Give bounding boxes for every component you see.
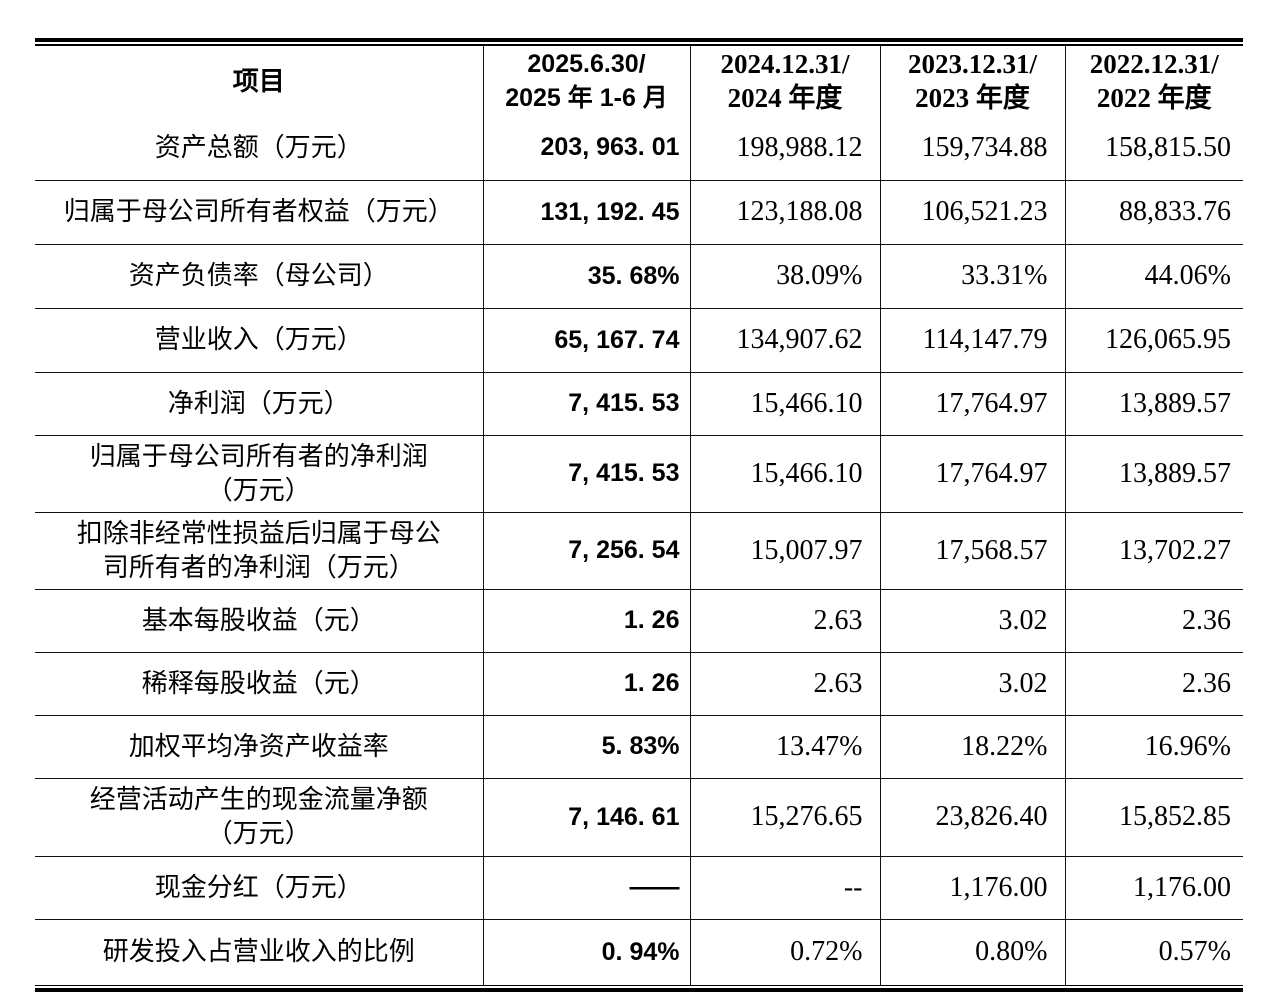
row-revenue: 营业收入（万元） 65, 167. 74 134,907.62 114,147.…	[35, 308, 1243, 372]
row-total-assets: 资产总额（万元） 203, 963. 01 198,988.12 159,734…	[35, 116, 1243, 180]
metric-label: 扣除非经常性损益后归属于母公 司所有者的净利润（万元）	[76, 518, 441, 582]
value-2025h1: 35. 68%	[482, 244, 690, 308]
value-2024: 15,466.10	[689, 372, 880, 435]
row-diluted-eps: 稀释每股收益（元） 1. 26 2.63 3.02 2.36	[35, 652, 1243, 715]
value-2025h1: 7, 415. 53	[482, 372, 690, 435]
value-2024: 15,276.65	[689, 778, 880, 856]
col-header-period-2024: 2024.12.31/ 2024 年度	[689, 45, 880, 116]
row-parent-net-profit: 归属于母公司所有者的净利润 （万元） 7, 415. 53 15,466.10 …	[35, 435, 1243, 512]
financial-summary-table-wrap: 项目 2025.6.30/ 2025 年 1-6 月 2024.12.31/ 2…	[35, 38, 1243, 992]
value-2022: 13,889.57	[1064, 372, 1243, 435]
metric-label: 基本每股收益（元）	[141, 605, 376, 635]
row-weighted-roe: 加权平均净资产收益率 5. 83% 13.47% 18.22% 16.96%	[35, 715, 1243, 778]
value-2024: 15,466.10	[689, 435, 880, 512]
value-2025h1: 0. 94%	[482, 919, 690, 985]
value-2024: --	[689, 856, 880, 919]
value-2024: 38.09%	[689, 244, 880, 308]
row-cash-dividend: 现金分红（万元） —— -- 1,176.00 1,176.00	[35, 856, 1243, 919]
value-2025h1: ——	[482, 856, 690, 919]
value-2023: 114,147.79	[879, 308, 1065, 372]
col-header-period-2023: 2023.12.31/ 2023 年度	[879, 45, 1065, 116]
value-2023: 17,764.97	[879, 435, 1065, 512]
value-2024: 123,188.08	[689, 180, 880, 244]
value-2023: 3.02	[879, 652, 1065, 715]
value-2024: 198,988.12	[689, 116, 880, 180]
row-rd-ratio: 研发投入占营业收入的比例 0. 94% 0.72% 0.80% 0.57%	[35, 919, 1243, 985]
row-deducted-net-profit: 扣除非经常性损益后归属于母公 司所有者的净利润（万元） 7, 256. 54 1…	[35, 512, 1243, 589]
metric-label: 稀释每股收益（元）	[141, 668, 376, 698]
value-2024: 2.63	[689, 589, 880, 652]
value-2023: 1,176.00	[879, 856, 1065, 919]
value-2022: 15,852.85	[1064, 778, 1243, 856]
value-2023: 159,734.88	[879, 116, 1065, 180]
value-2022: 16.96%	[1064, 715, 1243, 778]
row-operating-cash-flow: 经营活动产生的现金流量净额 （万元） 7, 146. 61 15,276.65 …	[35, 778, 1243, 856]
value-2024: 2.63	[689, 652, 880, 715]
value-2022: 44.06%	[1064, 244, 1243, 308]
metric-label: 资产负债率（母公司）	[128, 261, 389, 290]
value-2022: 0.57%	[1064, 919, 1243, 985]
metric-label: 净利润（万元）	[167, 388, 350, 418]
value-2023: 18.22%	[879, 715, 1065, 778]
value-2022: 88,833.76	[1064, 180, 1243, 244]
value-2022: 1,176.00	[1064, 856, 1243, 919]
metric-label: 归属于母公司所有者的净利润 （万元）	[89, 441, 428, 505]
value-2025h1: 7, 256. 54	[482, 512, 690, 589]
value-2025h1: 7, 415. 53	[482, 435, 690, 512]
value-2023: 17,764.97	[879, 372, 1065, 435]
header-row: 项目 2025.6.30/ 2025 年 1-6 月 2024.12.31/ 2…	[35, 45, 1243, 116]
col-header-period-2025h1: 2025.6.30/ 2025 年 1-6 月	[482, 45, 690, 116]
value-2023: 0.80%	[879, 919, 1065, 985]
value-2025h1: 131, 192. 45	[482, 180, 690, 244]
col-header-item: 项目	[232, 66, 285, 96]
metric-label: 研发投入占营业收入的比例	[102, 937, 415, 966]
row-debt-ratio: 资产负债率（母公司） 35. 68% 38.09% 33.31% 44.06%	[35, 244, 1243, 308]
value-2025h1: 5. 83%	[482, 715, 690, 778]
metric-label: 现金分红（万元）	[154, 872, 363, 902]
row-parent-equity: 归属于母公司所有者权益（万元） 131, 192. 45 123,188.08 …	[35, 180, 1243, 244]
value-2025h1: 1. 26	[482, 652, 690, 715]
metric-label: 归属于母公司所有者权益（万元）	[63, 197, 454, 226]
value-2022: 158,815.50	[1064, 116, 1243, 180]
financial-summary-table: 项目 2025.6.30/ 2025 年 1-6 月 2024.12.31/ 2…	[35, 44, 1243, 986]
metric-label: 经营活动产生的现金流量净额 （万元）	[89, 785, 428, 848]
row-basic-eps: 基本每股收益（元） 1. 26 2.63 3.02 2.36	[35, 589, 1243, 652]
value-2024: 13.47%	[689, 715, 880, 778]
metric-label: 加权平均净资产收益率	[128, 731, 389, 761]
value-2023: 106,521.23	[879, 180, 1065, 244]
value-2025h1: 65, 167. 74	[482, 308, 690, 372]
metric-label: 营业收入（万元）	[154, 325, 363, 354]
value-2023: 23,826.40	[879, 778, 1065, 856]
value-2023: 3.02	[879, 589, 1065, 652]
value-2022: 126,065.95	[1064, 308, 1243, 372]
value-2022: 13,889.57	[1064, 435, 1243, 512]
value-2025h1: 203, 963. 01	[482, 116, 690, 180]
value-2022: 2.36	[1064, 589, 1243, 652]
value-2024: 134,907.62	[689, 308, 880, 372]
row-net-profit: 净利润（万元） 7, 415. 53 15,466.10 17,764.97 1…	[35, 372, 1243, 435]
value-2025h1: 7, 146. 61	[482, 778, 690, 856]
value-2024: 15,007.97	[689, 512, 880, 589]
metric-label: 资产总额（万元）	[154, 132, 363, 162]
value-2024: 0.72%	[689, 919, 880, 985]
value-2022: 13,702.27	[1064, 512, 1243, 589]
value-2025h1: 1. 26	[482, 589, 690, 652]
value-2023: 17,568.57	[879, 512, 1065, 589]
value-2023: 33.31%	[879, 244, 1065, 308]
col-header-period-2022: 2022.12.31/ 2022 年度	[1064, 45, 1243, 116]
value-2022: 2.36	[1064, 652, 1243, 715]
